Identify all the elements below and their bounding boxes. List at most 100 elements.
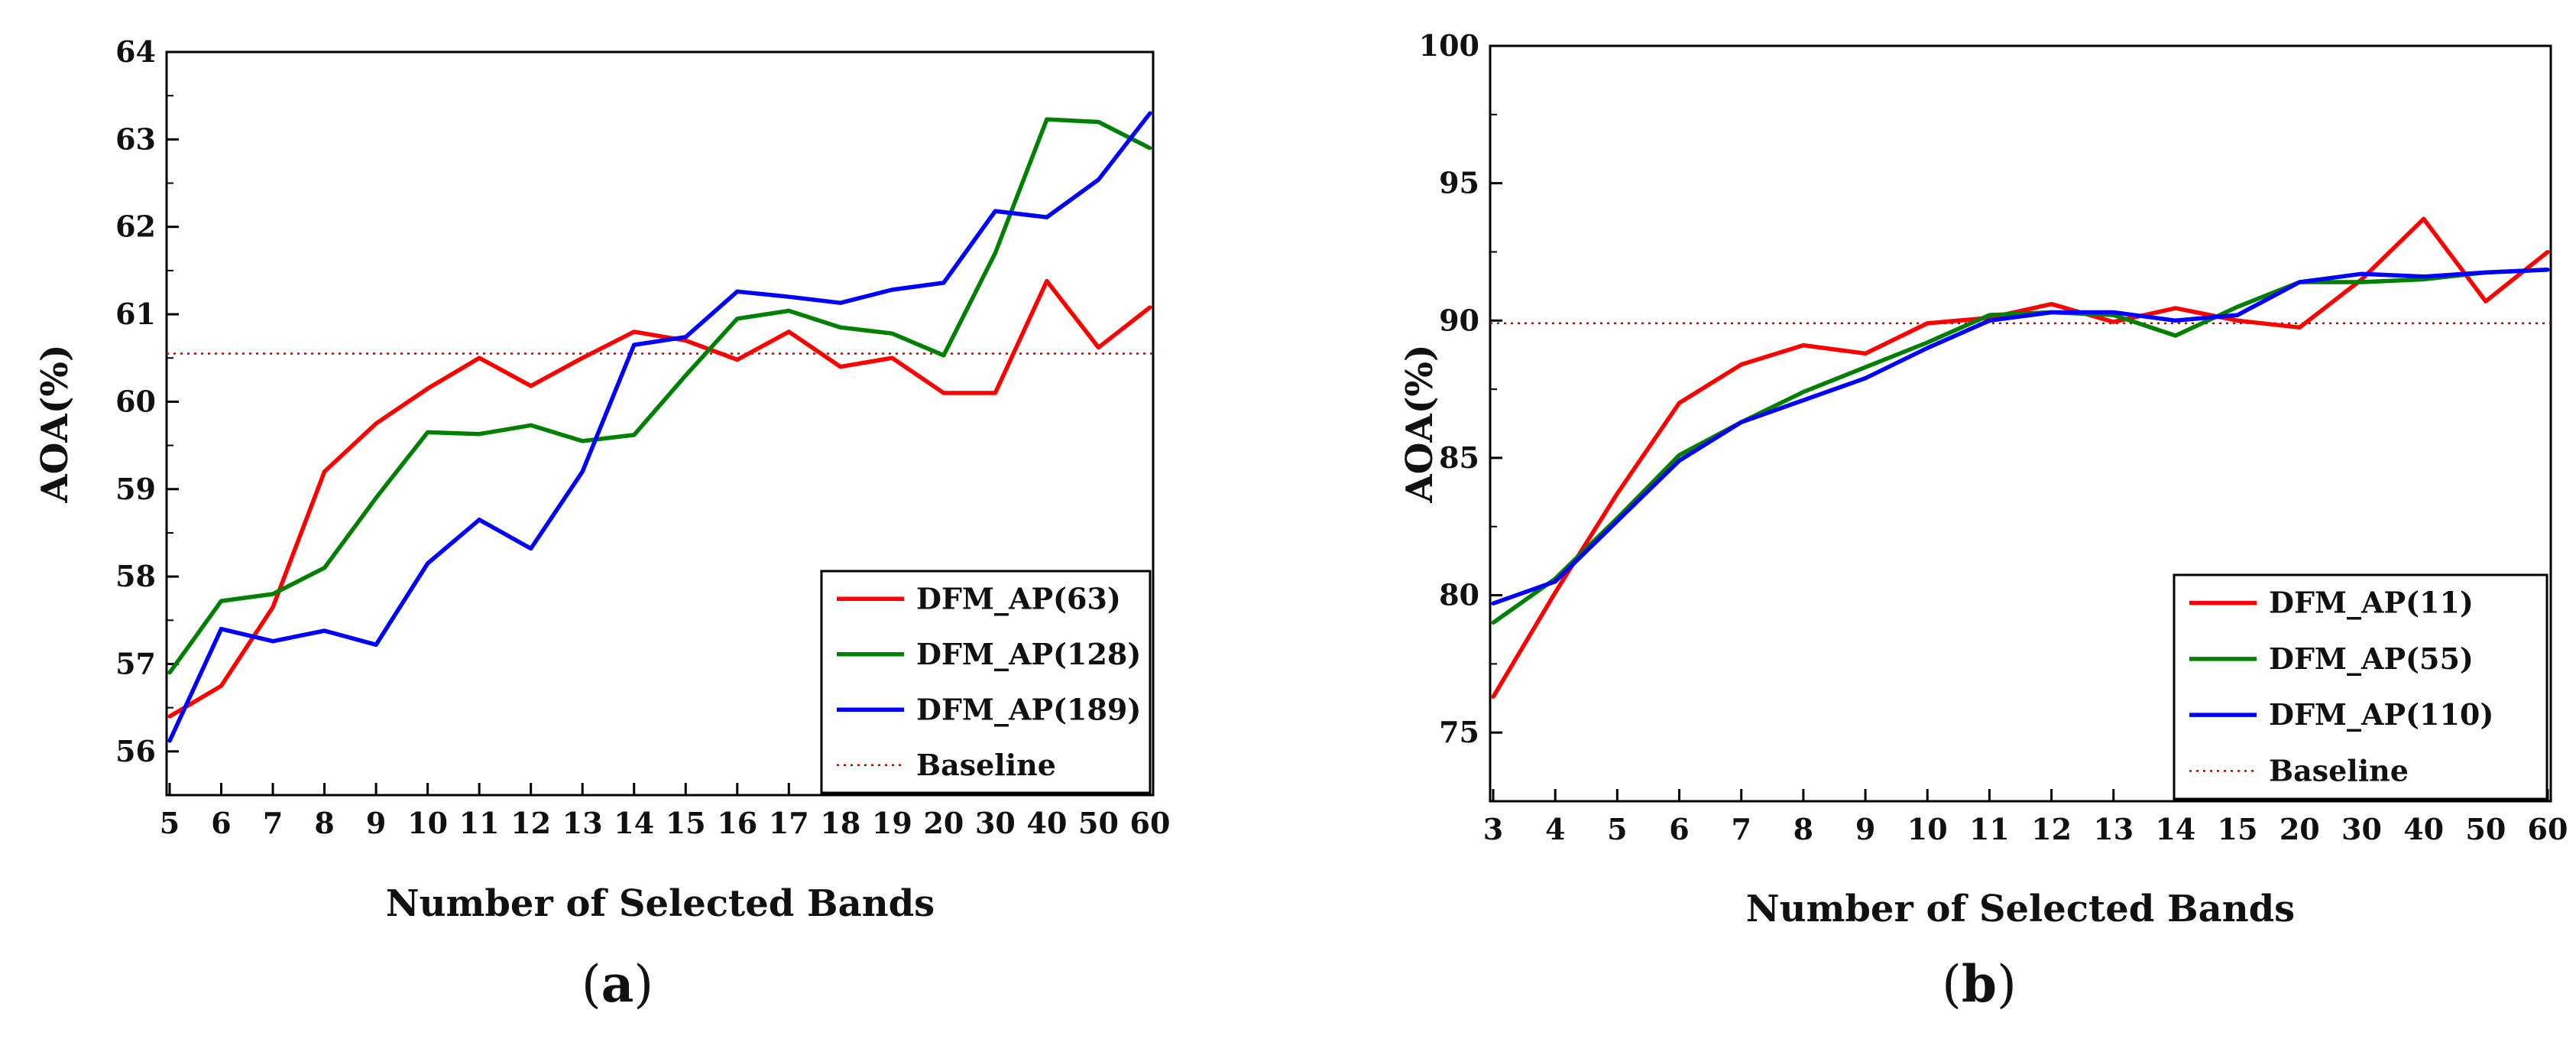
legend-box [820, 570, 1152, 794]
data-point [167, 714, 172, 719]
x-tick-label: 15 [666, 806, 706, 840]
x-tick-label: 20 [2280, 812, 2320, 846]
data-point [2422, 216, 2426, 221]
y-tick-label: 80 [1439, 578, 1479, 612]
data-point [1491, 601, 1495, 606]
data-point [477, 432, 481, 437]
data-point [1925, 340, 1930, 345]
x-tick-label: 11 [1969, 812, 2010, 846]
legend-label-4: Baseline [2269, 753, 2409, 787]
series-line-1 [168, 278, 1152, 719]
data-point [2235, 318, 2240, 323]
data-point [1615, 519, 1619, 524]
x-tick-label: 5 [1607, 812, 1627, 846]
x-tick-label: 13 [562, 806, 603, 840]
data-point [2173, 318, 2178, 323]
x-tick-label: 10 [407, 806, 448, 840]
x-tick-label: 3 [1483, 812, 1503, 846]
data-point [322, 469, 327, 474]
data-point [1677, 401, 1682, 405]
y-tick-label: 85 [1439, 440, 1479, 475]
data-point [1863, 351, 1868, 356]
data-point [632, 433, 637, 437]
data-point [1677, 459, 1682, 463]
data-point [529, 547, 533, 551]
y-tick-label: 57 [115, 646, 156, 680]
data-point [2297, 280, 2302, 284]
data-point [1148, 305, 1152, 310]
x-tick-label: 7 [263, 806, 283, 840]
data-point [426, 386, 430, 391]
series-line-2 [167, 117, 1152, 674]
data-point [838, 325, 843, 330]
data-point [167, 670, 172, 675]
legend-label-1: DFM_AP(63) [916, 581, 1121, 615]
data-point [1096, 346, 1100, 350]
data-point [426, 430, 430, 434]
data-point [477, 356, 481, 360]
x-tick-label: 16 [717, 806, 757, 840]
data-point [683, 335, 688, 339]
data-point [2173, 333, 2178, 338]
data-point [993, 209, 997, 213]
series-line-3 [167, 112, 1152, 742]
x-tick-label: 12 [510, 806, 551, 840]
data-point [1801, 343, 1806, 348]
x-tick-label: 12 [2031, 812, 2072, 846]
x-tick-label: 14 [2155, 812, 2195, 846]
data-point [2484, 299, 2488, 304]
data-point [1925, 346, 1930, 350]
data-point [735, 289, 740, 294]
data-point [1925, 321, 1930, 326]
data-point [1553, 580, 1557, 584]
data-point [889, 356, 894, 360]
data-point [2484, 270, 2488, 274]
x-tick-label: 9 [1855, 812, 1875, 846]
data-point [374, 495, 378, 500]
x-tick-label: 17 [769, 806, 809, 840]
data-point [477, 518, 481, 522]
x-tick-label: 6 [211, 806, 231, 840]
data-point [529, 384, 533, 388]
legend: DFM_AP(63) DFM_AP(128) DFM_AP(189) Baseline [820, 570, 1152, 794]
y-axis-title: AOA(%) [34, 344, 76, 503]
data-point [993, 391, 997, 395]
data-point [1553, 590, 1557, 595]
x-tick-label: 9 [366, 806, 386, 840]
x-axis-title: Number of Selected Bands [386, 882, 935, 925]
legend: DFM_AP(11) DFM_AP(55) DFM_AP(110) Baseline [2173, 573, 2548, 800]
series-line-3 [1492, 268, 2548, 606]
data-point [786, 294, 791, 299]
data-point [786, 308, 791, 313]
legend-label-1: DFM_AP(11) [2269, 586, 2474, 620]
data-point [1987, 313, 1991, 317]
y-tick-label: 61 [115, 297, 156, 331]
data-point [1045, 117, 1049, 122]
x-tick-label: 7 [1731, 812, 1751, 846]
y-tick-label: 95 [1439, 166, 1479, 200]
data-point [1739, 362, 1744, 367]
data-point [1863, 376, 1868, 381]
data-point [2111, 320, 2116, 324]
data-point [374, 421, 378, 426]
x-tick-label: 30 [2341, 812, 2382, 846]
data-point [1739, 420, 1744, 424]
x-tick-label: 6 [1669, 812, 1689, 846]
data-point [1096, 177, 1100, 182]
x-tick-label: 40 [2403, 812, 2444, 846]
x-tick-label: 13 [2093, 812, 2134, 846]
data-point [1677, 453, 1682, 457]
x-tick-label: 50 [1078, 806, 1119, 840]
data-point [735, 317, 740, 321]
data-point [683, 338, 688, 343]
legend-label-2: DFM_AP(128) [916, 637, 1141, 671]
data-point [2235, 313, 2240, 317]
data-point [322, 566, 327, 570]
data-point [219, 599, 224, 603]
x-tick-label: 15 [2218, 812, 2258, 846]
legend-label-4: Baseline [916, 748, 1056, 782]
x-tick-label: 60 [1130, 806, 1171, 840]
legend-label-2: DFM_AP(55) [2269, 641, 2474, 676]
data-point [683, 373, 688, 378]
